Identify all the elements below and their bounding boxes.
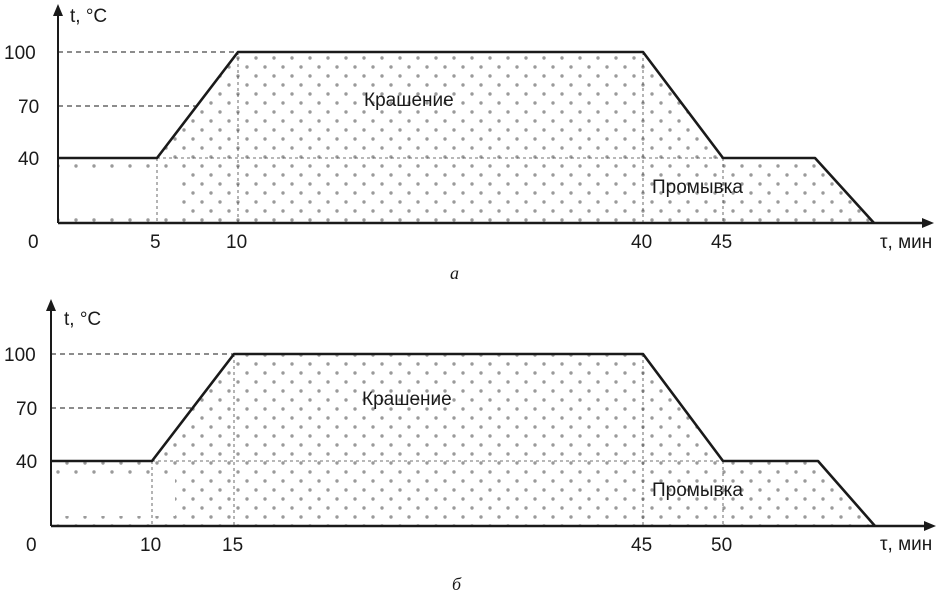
panel-b-mask (50, 474, 175, 516)
panel-a-y-tick-70: 70 (18, 97, 39, 118)
panel-b-region-dyeing: Крашение (362, 389, 452, 410)
panel-a-x-arrow (922, 218, 934, 228)
panel-a-y-tick-40: 40 (18, 149, 39, 170)
panel-b-y-axis-label: t, °C (64, 309, 101, 330)
panel-a-x-tick-40: 40 (631, 232, 652, 253)
panel-a-y-tick-0: 0 (28, 232, 39, 253)
panel-a-region-dyeing: Крашение (364, 90, 454, 111)
panel-b-y-tick-0: 0 (26, 535, 37, 556)
panel-b: t, °C τ, мин 100 70 40 0 10 15 45 50 Кра… (4, 299, 936, 594)
panel-a-y-tick-100: 100 (4, 43, 36, 64)
panel-b-caption: б (452, 574, 462, 594)
panel-a: t, °C τ, мин 100 70 40 0 5 10 40 45 Краш… (4, 4, 934, 283)
panel-b-y-tick-40: 40 (16, 452, 37, 473)
panel-a-mask (57, 172, 177, 214)
panel-b-y-tick-70: 70 (16, 399, 37, 420)
panel-b-x-tick-15: 15 (222, 535, 243, 556)
panel-a-y-arrow (53, 4, 63, 16)
panel-a-x-axis-label: τ, мин (880, 232, 932, 253)
panel-b-region-washing: Промывка (652, 480, 743, 501)
panel-a-caption: а (450, 263, 459, 283)
panel-a-dotted-area (58, 52, 874, 223)
panel-a-x-tick-5: 5 (150, 232, 161, 253)
panel-b-x-axis-label: τ, мин (880, 534, 932, 555)
panel-a-temperature-profile (58, 50, 875, 224)
panel-b-x-tick-50: 50 (711, 535, 732, 556)
panel-b-y-arrow (46, 299, 56, 311)
panel-a-region-washing: Промывка (652, 177, 743, 198)
panel-b-x-arrow (924, 521, 936, 531)
panel-b-dotted-area (51, 354, 875, 526)
panel-a-x-tick-45: 45 (711, 232, 732, 253)
panel-a-y-axis-label: t, °C (70, 6, 107, 27)
panel-b-x-tick-45: 45 (631, 535, 652, 556)
panel-b-x-tick-10: 10 (140, 535, 161, 556)
panel-b-y-tick-100: 100 (4, 345, 36, 366)
panel-a-x-tick-10: 10 (226, 232, 247, 253)
panel-b-temperature-profile (51, 352, 876, 527)
